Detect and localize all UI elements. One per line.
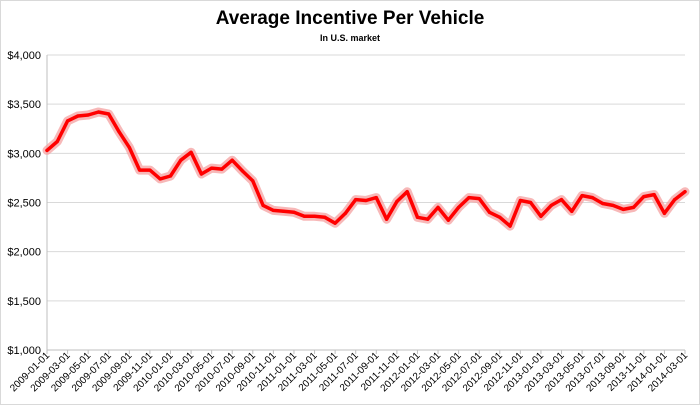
- y-tick-label: $2,500: [7, 198, 41, 210]
- data-point: [384, 217, 389, 221]
- data-point: [220, 167, 224, 171]
- data-point: [230, 158, 234, 162]
- data-point: [96, 110, 101, 114]
- data-point: [354, 197, 358, 202]
- data-point: [580, 194, 584, 198]
- data-point: [457, 205, 461, 210]
- data-point: [117, 130, 121, 134]
- data-point: [65, 119, 70, 123]
- data-point: [76, 114, 80, 118]
- data-point: [395, 199, 399, 204]
- data-point: [343, 211, 348, 215]
- data-point: [621, 207, 625, 211]
- data-point: [549, 203, 553, 208]
- data-point: [683, 190, 687, 194]
- chart-title: Average Incentive Per Vehicle: [215, 8, 485, 29]
- data-point: [446, 218, 450, 222]
- data-point: [487, 210, 492, 214]
- data-point: [302, 214, 306, 218]
- data-point: [662, 211, 667, 215]
- data-point: [271, 208, 275, 212]
- data-point: [652, 193, 656, 197]
- series-line: [45, 110, 687, 228]
- y-tick-label: $3,000: [7, 148, 41, 160]
- data-point: [333, 221, 337, 225]
- data-point: [138, 168, 142, 172]
- data-point: [570, 209, 574, 213]
- data-point: [179, 158, 183, 162]
- data-point: [312, 214, 317, 218]
- data-point: [631, 205, 636, 210]
- chart-subtitle: In U.S. market: [319, 33, 381, 43]
- data-point: [508, 224, 512, 228]
- data-point: [45, 148, 49, 152]
- data-point: [323, 215, 327, 219]
- data-point: [107, 112, 111, 116]
- x-axis-tick-labels: 2009-01-012009-03-012009-05-012009-07-01…: [8, 350, 690, 394]
- data-point: [292, 210, 296, 214]
- data-point: [498, 215, 502, 219]
- data-point: [559, 197, 564, 202]
- data-point: [477, 196, 481, 201]
- data-point: [199, 172, 203, 176]
- data-point: [539, 214, 543, 218]
- data-point: [364, 198, 368, 203]
- data-point: [127, 145, 131, 150]
- data-point: [467, 195, 471, 200]
- data-point: [148, 168, 152, 172]
- axes: [46, 55, 686, 354]
- data-point: [86, 113, 90, 117]
- y-tick-label: $3,500: [7, 99, 41, 111]
- data-point: [673, 197, 677, 202]
- data-point: [240, 169, 245, 173]
- y-axis-tick-labels: $1,000 $1,500 $2,000 $2,500 $3,000 $3,500 $4,0…: [7, 50, 41, 357]
- data-point: [210, 166, 214, 170]
- data-point: [261, 203, 265, 208]
- y-tick-label: $4,000: [7, 50, 41, 62]
- y-tick-label: $2,000: [7, 247, 41, 259]
- y-tick-label: $1,500: [7, 296, 41, 308]
- data-point: [426, 217, 430, 221]
- data-point: [436, 205, 440, 210]
- data-point: [601, 201, 605, 206]
- data-point: [251, 179, 255, 183]
- data-point: [518, 198, 522, 203]
- data-point: [55, 139, 59, 144]
- data-point: [405, 190, 409, 194]
- data-point: [529, 200, 533, 205]
- data-point: [611, 203, 615, 208]
- data-point: [282, 209, 286, 213]
- series-layer: [42, 107, 690, 231]
- data-point: [415, 215, 420, 219]
- data-point: [374, 195, 378, 200]
- data-point: [168, 174, 173, 178]
- y-tick-label: $1,000: [7, 345, 41, 357]
- data-point: [590, 195, 594, 200]
- data-point: [642, 195, 646, 199]
- data-point: [189, 150, 193, 154]
- data-point: [158, 177, 162, 181]
